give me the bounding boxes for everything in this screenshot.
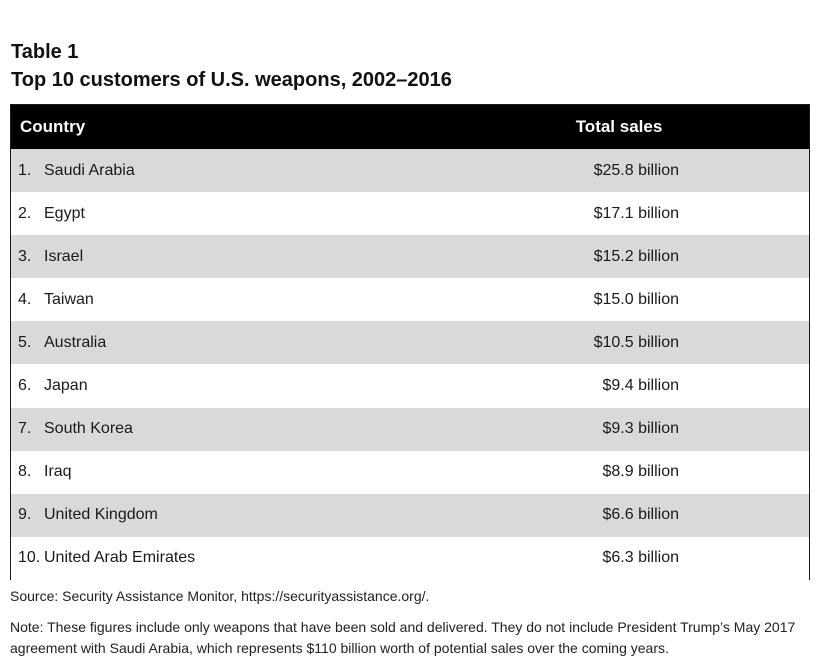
table-title: Top 10 customers of U.S. weapons, 2002–2… — [11, 69, 452, 91]
country-cell: Egypt — [44, 204, 85, 222]
rank-cell: 7. — [18, 420, 32, 438]
column-header-total-sales: Total sales — [575, 117, 663, 136]
table-row: 7. South Korea $9.3 billion — [11, 407, 809, 451]
table-label: Table 1 — [11, 41, 79, 63]
rank-cell: 5. — [18, 333, 32, 351]
country-cell: Iraq — [44, 463, 72, 481]
footnote: Note: These figures include only weapons… — [10, 619, 796, 656]
rank-cell: 1. — [18, 161, 32, 179]
sales-cell: $9.4 billion — [602, 377, 680, 395]
table-row: 1. Saudi Arabia $25.8 billion — [11, 149, 809, 193]
rank-cell: 3. — [18, 247, 32, 265]
sales-cell: $8.9 billion — [602, 463, 680, 481]
table-row: 6. Japan $9.4 billion — [11, 364, 809, 408]
country-cell: United Kingdom — [44, 506, 158, 524]
customers-table: Country Total sales 1. Saudi Arabia $25.8… — [10, 104, 810, 580]
sales-cell: $10.5 billion — [593, 333, 679, 351]
rank-cell: 2. — [18, 204, 32, 222]
sales-cell: $6.3 billion — [602, 549, 680, 567]
table-row: 4. Taiwan $15.0 billion — [11, 278, 809, 322]
table-header-row: Country Total sales — [11, 105, 809, 149]
source-note: Source: Security Assistance Monitor, htt… — [10, 588, 430, 604]
country-cell: United Arab Emirates — [44, 549, 196, 567]
rank-cell: 4. — [18, 290, 32, 308]
rank-cell: 10. — [18, 549, 41, 567]
country-cell: Australia — [44, 333, 107, 351]
table-row: 2. Egypt $17.1 billion — [11, 192, 809, 236]
table-row: 5. Australia $10.5 billion — [11, 321, 809, 365]
sales-cell: $15.0 billion — [593, 290, 679, 308]
rank-cell: 9. — [18, 506, 32, 524]
sales-cell: $9.3 billion — [602, 420, 680, 438]
country-cell: Saudi Arabia — [44, 161, 135, 179]
table-row: 9. United Kingdom $6.6 billion — [11, 493, 809, 537]
sales-cell: $6.6 billion — [602, 506, 680, 524]
column-header-country: Country — [20, 117, 86, 136]
table-heading: Table 1 Top 10 customers of U.S. weapons… — [11, 38, 452, 94]
country-cell: Taiwan — [44, 290, 94, 308]
table-row: 8. Iraq $8.9 billion — [11, 450, 809, 494]
country-cell: Israel — [44, 247, 84, 265]
table-row: 3. Israel $15.2 billion — [11, 235, 809, 279]
country-cell: South Korea — [44, 420, 133, 438]
table-row: 10. United Arab Emirates $6.3 billion — [11, 536, 809, 580]
sales-cell: $17.1 billion — [593, 204, 679, 222]
sales-cell: $25.8 billion — [593, 161, 679, 179]
rank-cell: 8. — [18, 463, 32, 481]
rank-cell: 6. — [18, 377, 32, 395]
sales-cell: $15.2 billion — [593, 247, 679, 265]
country-cell: Japan — [44, 377, 88, 395]
